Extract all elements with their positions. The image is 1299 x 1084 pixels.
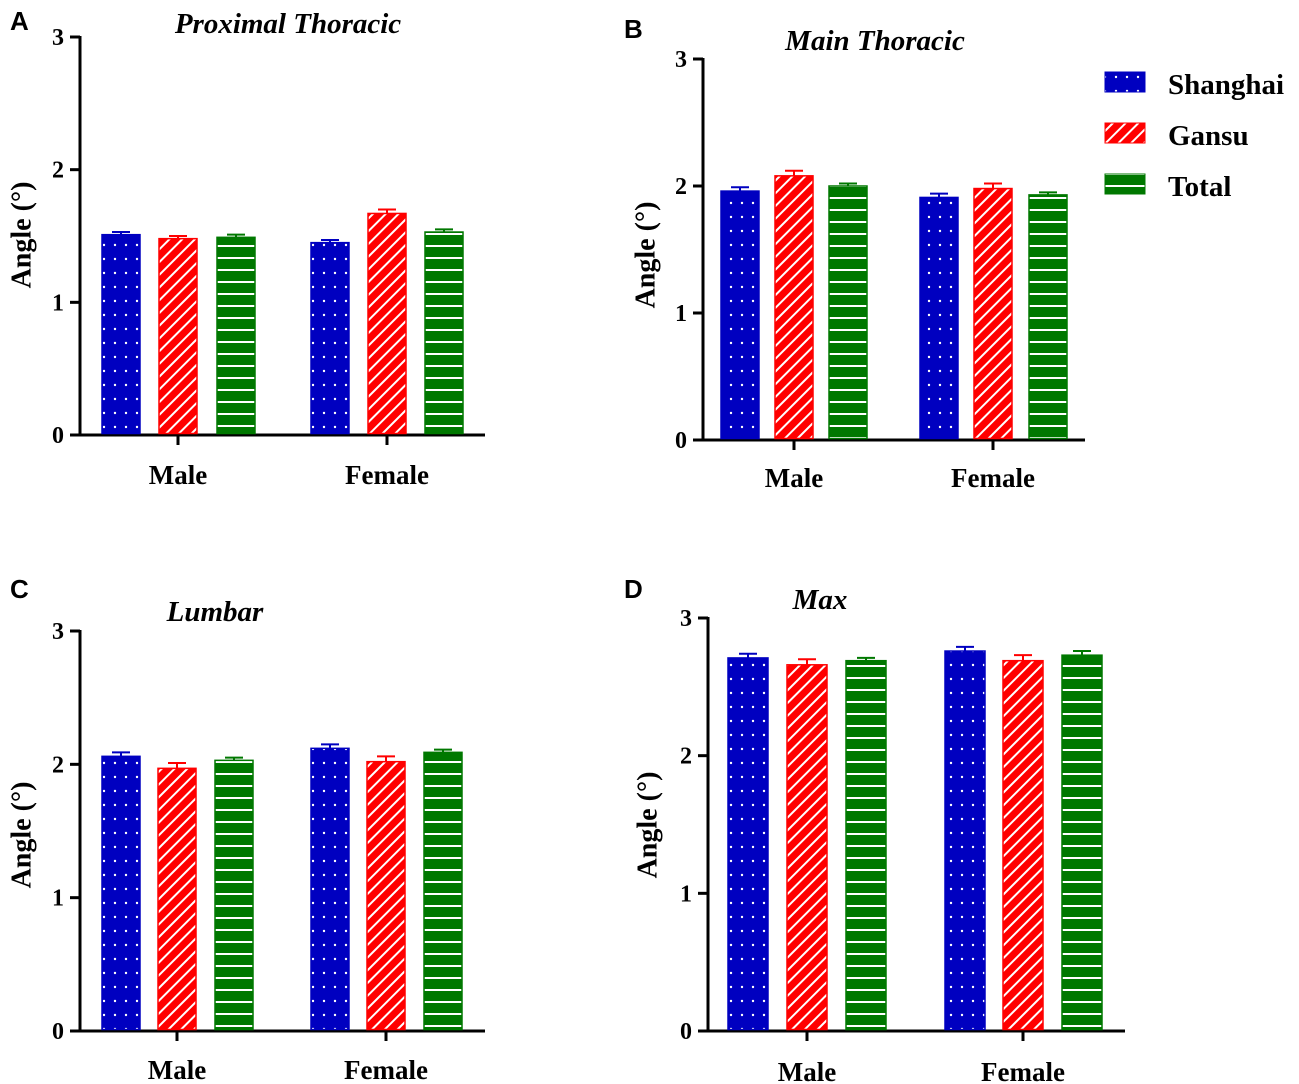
legend-label: Total (1168, 171, 1231, 203)
y-tick-label: 3 (680, 606, 692, 632)
y-tick-label: 1 (680, 881, 692, 907)
bar-total-male (216, 236, 256, 435)
legend-label: Gansu (1168, 120, 1249, 152)
legend-label: Shanghai (1168, 69, 1284, 101)
x-tick-label: Female (951, 463, 1035, 493)
chart-title: Proximal Thoracic (174, 8, 401, 40)
legend-swatch (1104, 122, 1146, 144)
y-tick-label: 0 (52, 423, 64, 449)
bar-shanghai-male (101, 755, 141, 1031)
bar-gansu-male (158, 237, 198, 435)
y-tick-label: 3 (52, 619, 64, 645)
bar-total-female (1061, 654, 1103, 1031)
panel-letter: C (10, 574, 29, 604)
y-tick-label: 3 (675, 47, 687, 73)
bar-shanghai-male (720, 190, 760, 440)
bar-gansu-female (366, 760, 406, 1031)
bar-gansu-female (1002, 659, 1044, 1031)
panel-letter: B (624, 14, 643, 44)
bar-gansu-male (774, 175, 814, 440)
legend-swatch (1104, 173, 1146, 195)
bar-gansu-male (157, 767, 197, 1031)
panel-A: A Proximal Thoracic Angle (°) 0 1 2 3 Male Femal… (6, 6, 485, 490)
legend-swatch (1104, 71, 1146, 93)
bar-total-female (424, 231, 464, 435)
panel-C: C Lumbar Angle (°) 0 1 2 3 Male Female (6, 574, 485, 1084)
bar-total-female (1028, 194, 1068, 440)
y-tick-label: 1 (52, 290, 64, 316)
bar-shanghai-female (944, 650, 986, 1031)
x-tick-label: Female (981, 1057, 1065, 1084)
x-tick-label: Male (148, 1055, 206, 1084)
bar-shanghai-female (310, 241, 350, 435)
panel-D: D Max Angle (°) 0 1 2 3 Male Female (624, 574, 1125, 1084)
y-axis-label: Angle (°) (6, 182, 37, 289)
x-tick-label: Female (344, 1055, 428, 1084)
x-tick-label: Male (149, 460, 207, 490)
y-tick-label: 2 (52, 158, 64, 184)
y-tick-label: 0 (52, 1019, 64, 1045)
panel-letter: D (624, 574, 643, 604)
y-tick-label: 0 (680, 1019, 692, 1045)
y-tick-label: 1 (52, 886, 64, 912)
y-tick-label: 2 (675, 174, 687, 200)
x-tick-label: Female (345, 460, 429, 490)
chart-title: Main Thoracic (784, 25, 965, 57)
y-tick-label: 3 (52, 25, 64, 51)
bar-total-female (423, 751, 463, 1031)
bar-total-male (845, 659, 887, 1031)
bar-shanghai-male (727, 657, 769, 1031)
panel-letter: A (10, 6, 29, 36)
x-tick-label: Male (765, 463, 823, 493)
y-tick-label: 0 (675, 428, 687, 454)
y-tick-label: 2 (680, 744, 692, 770)
y-axis-label: Angle (°) (630, 202, 661, 309)
y-axis-label: Angle (°) (6, 782, 37, 889)
bar-total-male (828, 185, 868, 440)
bar-shanghai-female (310, 747, 350, 1031)
bar-shanghai-male (101, 233, 141, 435)
bar-total-male (214, 759, 254, 1031)
panel-B: B Main Thoracic Angle (°) 0 1 2 3 Male Female (624, 14, 1085, 493)
chart-title: Max (792, 584, 848, 616)
y-tick-label: 1 (675, 301, 687, 327)
y-tick-label: 2 (52, 752, 64, 778)
legend: Shanghai Gansu Total (1104, 69, 1284, 203)
y-axis-label: Angle (°) (632, 772, 663, 879)
x-tick-label: Male (778, 1057, 836, 1084)
chart-title: Lumbar (166, 596, 264, 628)
bar-gansu-male (786, 664, 828, 1031)
bar-gansu-female (367, 212, 407, 435)
bar-gansu-female (973, 187, 1013, 440)
bar-shanghai-female (919, 196, 959, 440)
